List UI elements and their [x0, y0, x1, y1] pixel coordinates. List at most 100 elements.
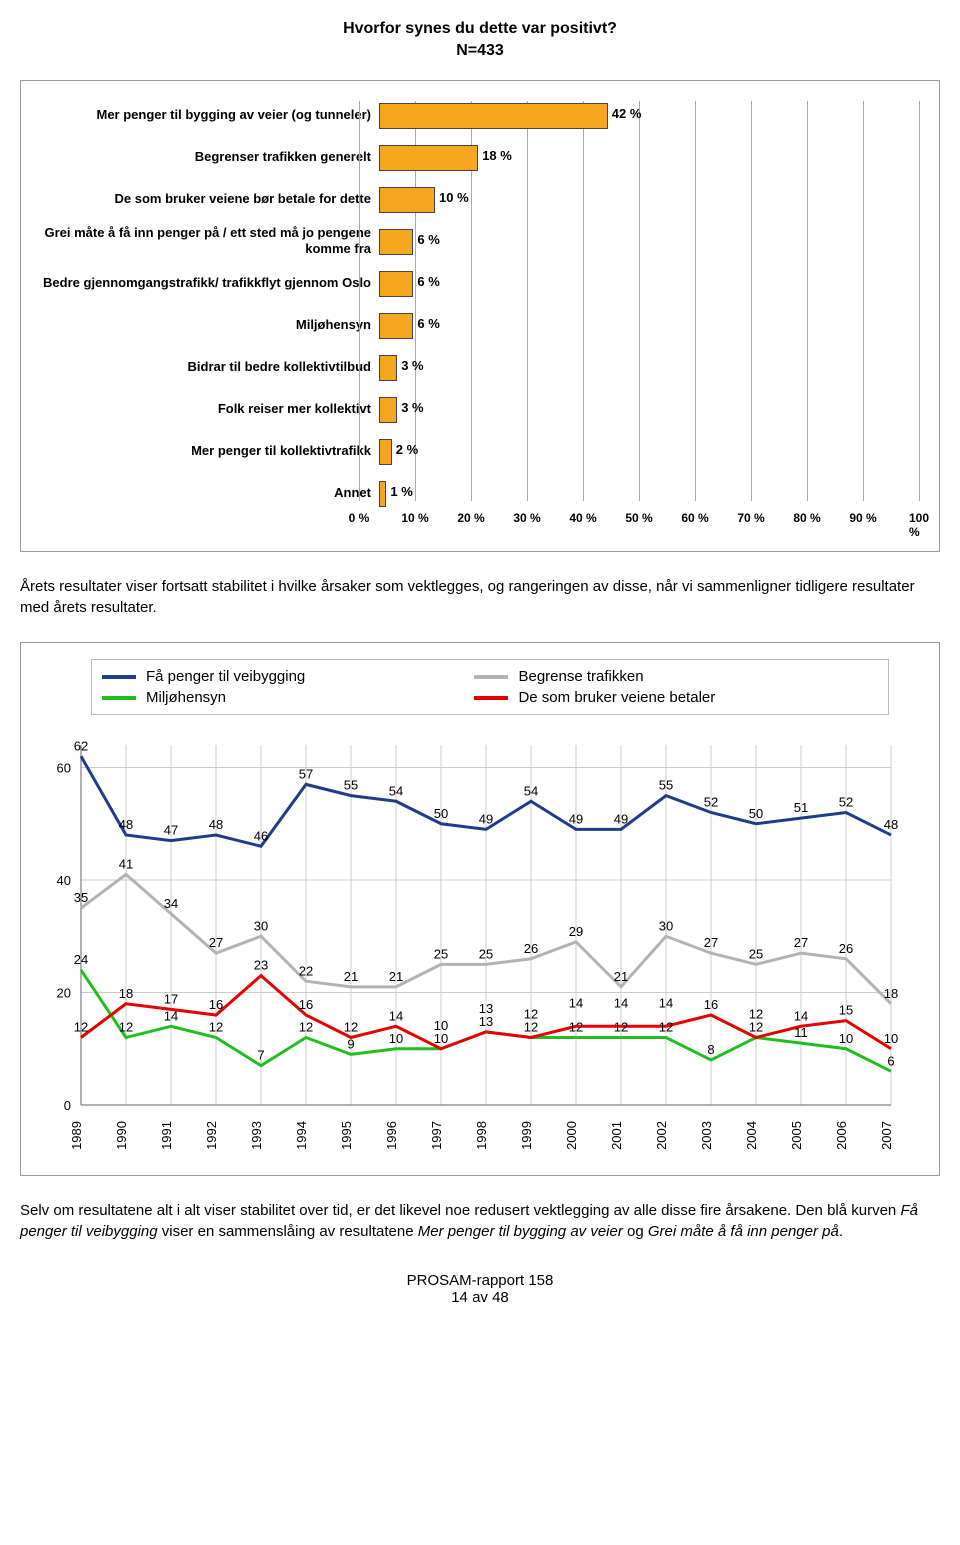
- bar-chart: Mer penger til bygging av veier (og tunn…: [20, 80, 940, 552]
- x-tick: 50 %: [625, 511, 652, 525]
- data-label: 12: [344, 1020, 358, 1035]
- x-tick-label: 2000: [564, 1121, 579, 1150]
- legend-swatch: [102, 675, 136, 679]
- x-tick: 30 %: [513, 511, 540, 525]
- bar-fill: [379, 313, 413, 339]
- bar-fill: [379, 229, 413, 255]
- paragraph-1: Årets resultater viser fortsatt stabilit…: [20, 576, 940, 618]
- p2-e: og: [623, 1223, 648, 1240]
- bar-fill: [379, 187, 435, 213]
- x-tick-label: 2002: [654, 1121, 669, 1150]
- data-label: 16: [299, 997, 313, 1012]
- x-tick: 40 %: [569, 511, 596, 525]
- y-tick-label: 40: [57, 873, 71, 888]
- data-label: 6: [887, 1053, 894, 1068]
- bar-x-axis: 0 %10 %20 %30 %40 %50 %60 %70 %80 %90 %1…: [359, 511, 919, 531]
- bar-label: Begrenser trafikken generelt: [41, 149, 379, 165]
- bar-label: Miljøhensyn: [41, 317, 379, 333]
- data-label: 12: [299, 1020, 313, 1035]
- legend-label: Miljøhensyn: [146, 689, 226, 706]
- y-tick-label: 20: [57, 986, 71, 1001]
- bar-fill: [379, 355, 397, 381]
- footer-page: 14 av 48: [20, 1289, 940, 1306]
- data-label: 47: [164, 823, 178, 838]
- x-tick-label: 1993: [249, 1121, 264, 1150]
- bar-value: 42 %: [612, 106, 642, 121]
- bar-track: 3 %: [379, 395, 919, 423]
- bar-value: 18 %: [482, 148, 512, 163]
- bar-label: Bidrar til bedre kollektivtilbud: [41, 359, 379, 375]
- data-label: 54: [389, 783, 403, 798]
- data-label: 26: [524, 941, 538, 956]
- data-label: 35: [74, 890, 88, 905]
- data-label: 14: [164, 1008, 178, 1023]
- data-label: 12: [524, 1007, 538, 1022]
- bar-label: Annet: [41, 485, 379, 501]
- data-label: 55: [659, 778, 673, 793]
- x-tick-label: 1994: [294, 1121, 309, 1150]
- bar-row: Folk reiser mer kollektivt 3 %: [41, 395, 919, 423]
- data-label: 10: [884, 1031, 898, 1046]
- data-label: 27: [704, 935, 718, 950]
- footer-report: PROSAM-rapport 158: [20, 1272, 940, 1289]
- p2-f: Grei måte å få inn penger på: [648, 1223, 839, 1240]
- bar-value: 10 %: [439, 190, 469, 205]
- x-tick-label: 1989: [69, 1121, 84, 1150]
- bar-label: Mer penger til bygging av veier (og tunn…: [41, 107, 379, 123]
- bar-label: Folk reiser mer kollektivt: [41, 401, 379, 417]
- data-label: 30: [659, 918, 673, 933]
- x-tick-label: 2003: [699, 1121, 714, 1150]
- bar-value: 3 %: [401, 400, 423, 415]
- legend-label: Få penger til veibygging: [146, 668, 305, 685]
- legend-swatch: [474, 675, 508, 679]
- data-label: 14: [794, 1008, 808, 1023]
- data-label: 16: [704, 997, 718, 1012]
- gridline: [919, 101, 920, 501]
- bar-track: 6 %: [379, 269, 919, 297]
- bar-row: Bedre gjennomgangstrafikk/ trafikkflyt g…: [41, 269, 919, 297]
- data-label: 10: [839, 1031, 853, 1046]
- bar-value: 3 %: [401, 358, 423, 373]
- x-tick-label: 1998: [474, 1121, 489, 1150]
- x-tick-label: 2005: [789, 1121, 804, 1150]
- bar-row: Grei måte å få inn penger på / ett sted …: [41, 227, 919, 255]
- x-tick-label: 2006: [834, 1121, 849, 1150]
- x-tick: 10 %: [401, 511, 428, 525]
- data-label: 62: [74, 738, 88, 753]
- bar-track: 2 %: [379, 437, 919, 465]
- legend-item: Miljøhensyn: [102, 687, 474, 708]
- bar-track: 42 %: [379, 101, 919, 129]
- footer: PROSAM-rapport 158 14 av 48: [20, 1272, 940, 1306]
- data-label: 24: [74, 952, 88, 967]
- data-label: 25: [434, 946, 448, 961]
- y-tick-label: 0: [64, 1098, 71, 1113]
- bar-row: Bidrar til bedre kollektivtilbud 3 %: [41, 353, 919, 381]
- bar-chart-title: Hvorfor synes du dette var positivt?: [20, 20, 940, 38]
- data-label: 8: [707, 1042, 714, 1057]
- bar-fill: [379, 145, 478, 171]
- legend: Få penger til veibygging Begrense trafikk…: [91, 659, 889, 715]
- data-label: 54: [524, 783, 538, 798]
- bar-fill: [379, 103, 608, 129]
- bar-row: Miljøhensyn6 %: [41, 311, 919, 339]
- data-label: 50: [749, 806, 763, 821]
- legend-item: Begrense trafikken: [474, 666, 846, 687]
- data-label: 48: [884, 817, 898, 832]
- x-tick-label: 2007: [879, 1121, 894, 1150]
- x-tick-label: 1997: [429, 1121, 444, 1150]
- data-label: 26: [839, 941, 853, 956]
- bar-label: Grei måte å få inn penger på / ett sted …: [41, 225, 379, 256]
- data-label: 55: [344, 778, 358, 793]
- data-label: 12: [569, 1020, 583, 1035]
- legend-label: De som bruker veiene betaler: [518, 689, 715, 706]
- data-label: 18: [119, 986, 133, 1001]
- data-label: 10: [434, 1031, 448, 1046]
- bar-value: 6 %: [417, 274, 439, 289]
- data-label: 12: [524, 1020, 538, 1035]
- data-label: 50: [434, 806, 448, 821]
- data-label: 12: [749, 1020, 763, 1035]
- bar-track: 10 %: [379, 185, 919, 213]
- legend-label: Begrense trafikken: [518, 668, 643, 685]
- bar-row: Begrenser trafikken generelt 18 %: [41, 143, 919, 171]
- data-label: 52: [704, 795, 718, 810]
